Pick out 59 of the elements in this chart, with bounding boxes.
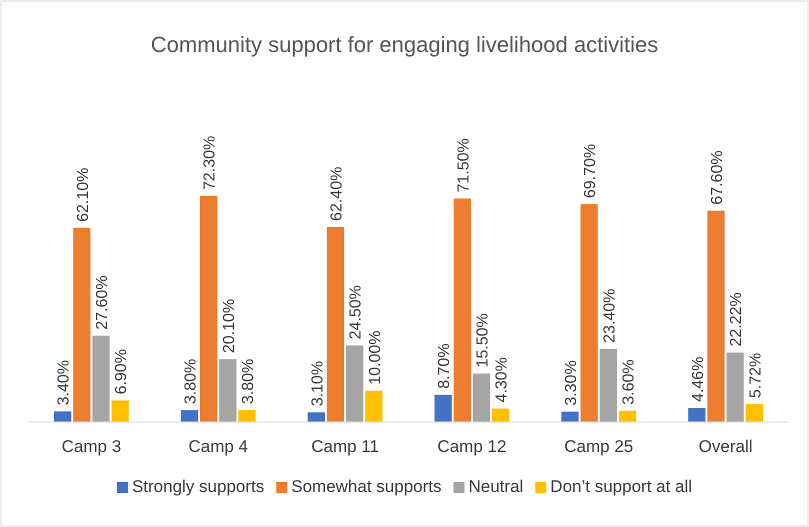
data-label: 71.50% xyxy=(455,138,472,192)
data-label: 24.50% xyxy=(348,285,365,340)
bar xyxy=(618,410,636,422)
bar xyxy=(219,359,236,422)
bar xyxy=(707,210,725,422)
bar xyxy=(434,394,452,422)
bar xyxy=(492,408,510,422)
bar xyxy=(200,196,218,422)
data-label: 3.30% xyxy=(562,360,580,406)
bar xyxy=(92,336,110,422)
bar xyxy=(472,374,490,422)
data-label: 3.10% xyxy=(309,360,326,406)
bar xyxy=(54,411,72,422)
data-label: 3.80% xyxy=(240,358,258,404)
bar xyxy=(346,345,364,422)
data-label: 3.80% xyxy=(182,358,200,404)
x-tick-label: Camp 3 xyxy=(62,437,122,456)
bar xyxy=(561,412,579,422)
data-label: 15.50% xyxy=(474,313,492,368)
data-label: 8.70% xyxy=(436,343,454,389)
data-label: 6.90% xyxy=(113,349,130,394)
bar xyxy=(180,410,198,422)
data-label: 23.40% xyxy=(601,288,618,343)
data-label: 22.22% xyxy=(728,292,746,347)
bar xyxy=(600,348,617,422)
bar xyxy=(454,198,471,422)
bar xyxy=(326,226,344,422)
data-label: 10.00% xyxy=(366,330,384,385)
x-tick-label: Camp 25 xyxy=(564,437,634,456)
data-label: 5.72% xyxy=(747,352,764,398)
legend-label: Neutral xyxy=(468,477,524,496)
bar xyxy=(238,410,256,422)
x-tick-label: Overall xyxy=(698,437,753,456)
x-tick-label: Camp 11 xyxy=(311,437,379,456)
data-label: 20.10% xyxy=(220,298,238,354)
legend-label: Don’t support at all xyxy=(550,477,692,496)
legend-label: Somewhat supports xyxy=(291,477,442,496)
legend-label: Strongly supports xyxy=(132,477,264,496)
data-label: 62.10% xyxy=(74,168,92,222)
chart-title: Community support for engaging livelihood activities xyxy=(150,32,658,57)
x-tick-label: Camp 4 xyxy=(188,437,248,456)
data-label: 69.70% xyxy=(582,144,600,198)
bar xyxy=(726,352,744,422)
bar xyxy=(580,204,598,422)
data-label: 67.60% xyxy=(708,150,726,205)
data-label: 27.60% xyxy=(94,275,112,330)
data-label: 72.30% xyxy=(202,136,219,190)
data-label: 4.46% xyxy=(690,356,707,402)
data-label: 62.40% xyxy=(328,166,346,221)
bar xyxy=(746,404,763,422)
bar xyxy=(73,228,90,422)
x-tick-label: Camp 12 xyxy=(437,437,506,456)
data-label: 3.60% xyxy=(620,359,638,405)
bar xyxy=(308,412,325,422)
data-label: 4.30% xyxy=(494,357,511,403)
bar xyxy=(112,400,129,422)
data-label: 3.40% xyxy=(56,360,73,406)
bar xyxy=(688,408,706,422)
bar xyxy=(365,390,382,422)
